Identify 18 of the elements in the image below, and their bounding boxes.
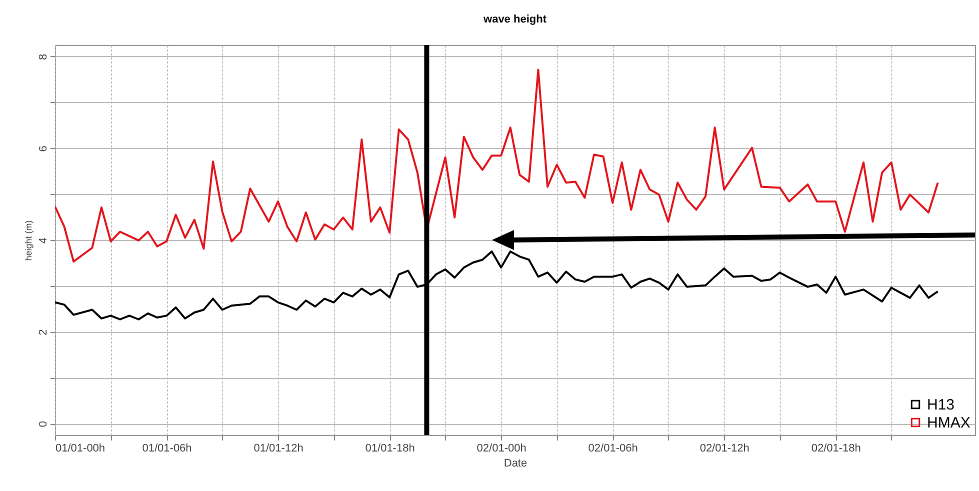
y-tick-label: 6 xyxy=(38,146,50,152)
x-tick-label: 02/01-00h xyxy=(476,442,526,454)
x-tick-label: 01/01-06h xyxy=(142,442,192,454)
y-tick-label: 2 xyxy=(38,329,50,336)
chart-title: wave height xyxy=(482,14,547,26)
x-tick-label: 02/01-12h xyxy=(700,442,750,454)
x-tick-label: 01/01-12h xyxy=(254,442,304,454)
x-axis-title: Date xyxy=(504,458,528,470)
y-tick-label: 0 xyxy=(38,420,50,428)
y-tick-label: 4 xyxy=(38,237,50,244)
legend-label: H13 xyxy=(927,396,955,414)
x-tick-label: 02/01-18h xyxy=(811,442,861,454)
x-tick-label: 02/01-06h xyxy=(588,442,638,454)
legend-label: HMAX xyxy=(927,414,970,432)
x-tick-label: 01/01-00h xyxy=(56,442,106,454)
x-tick-label: 01/01-18h xyxy=(365,442,415,454)
y-axis-title: height (m) xyxy=(24,220,34,261)
y-tick-label: 8 xyxy=(38,54,50,60)
